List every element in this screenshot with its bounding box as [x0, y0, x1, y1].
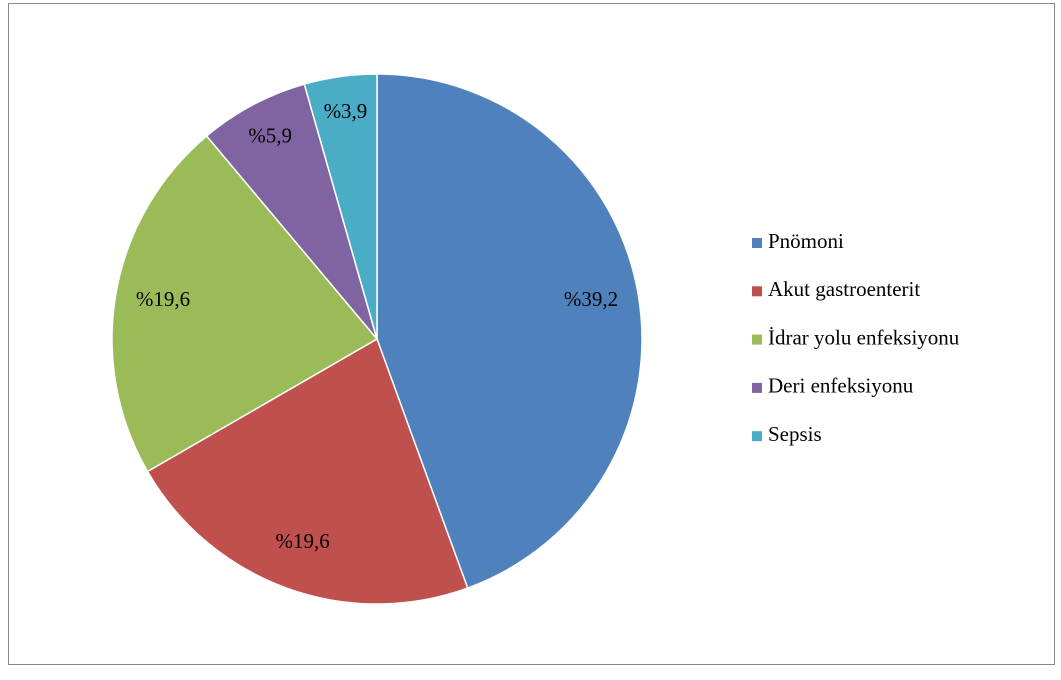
legend-label: Deri enfeksiyonu: [768, 374, 914, 398]
legend-swatch: [752, 286, 762, 297]
pie-slice: [205, 83, 378, 340]
legend-label: Sepsis: [768, 422, 822, 446]
data-label: %3,9: [324, 99, 368, 123]
data-label: %19,6: [136, 287, 190, 311]
legend-swatch: [752, 238, 762, 248]
data-label: %39,2: [564, 287, 618, 311]
data-label: %5,9: [248, 124, 292, 148]
legend-swatch: [752, 431, 762, 442]
legend-label: İdrar yolu enfeksiyonu: [768, 325, 960, 349]
pie-slice: [146, 337, 469, 605]
legend-swatch: [752, 334, 762, 345]
legend-label: Pnömoni: [768, 229, 844, 253]
pie-slice: [111, 134, 379, 473]
pie-slice: [303, 73, 378, 340]
pie-slice: [376, 73, 643, 589]
data-label: %19,6: [276, 529, 330, 553]
legend-swatch: [752, 382, 762, 393]
legend-label: Akut gastroenterit: [768, 277, 920, 301]
